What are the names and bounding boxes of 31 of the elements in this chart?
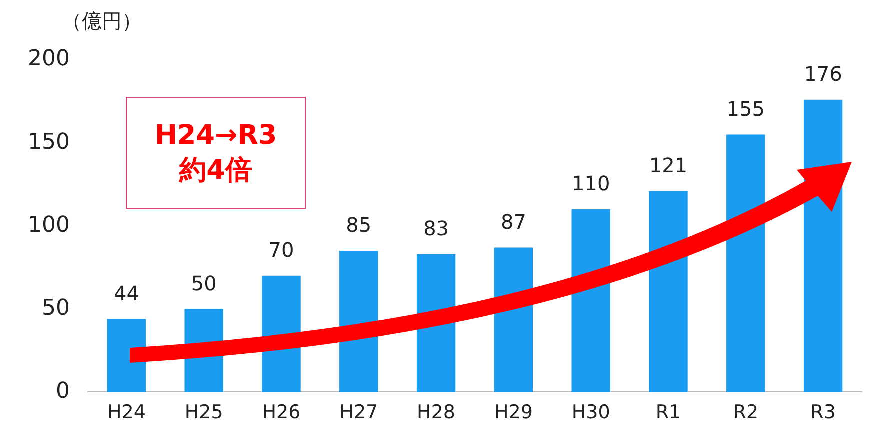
bar [726,134,766,392]
x-tick-label: H29 [494,402,533,424]
y-tick-label: 200 [28,46,70,72]
data-label: 50 [191,271,217,296]
x-tick-label: H24 [107,402,146,424]
x-tick-label: R1 [656,402,682,424]
x-tick-label: H27 [340,402,378,424]
x-tick-label: H30 [572,402,610,424]
bar [107,319,146,392]
data-label: 83 [424,216,450,241]
x-tick-label: H25 [184,402,224,424]
annotation: H24→R3 約4倍 [154,118,278,188]
x-tick-label: R2 [733,402,759,424]
x-tick-label: R3 [810,402,836,424]
y-tick-label: 0 [56,378,70,404]
y-axis-title: （億円） [62,8,142,35]
data-label: 87 [500,210,526,234]
data-label: 121 [649,153,688,178]
data-label: 85 [346,213,372,238]
y-tick-label: 150 [28,130,70,155]
x-tick-label: H28 [417,402,456,424]
data-label: 155 [726,96,765,121]
data-label: 110 [572,172,610,196]
y-tick-label: 100 [28,212,70,238]
y-tick-label: 50 [42,296,70,321]
data-label: 44 [114,281,140,306]
bar [572,209,610,392]
x-tick-label: H26 [262,402,301,424]
data-label: 70 [268,238,294,262]
data-label: 176 [804,62,842,86]
bar [649,191,688,392]
